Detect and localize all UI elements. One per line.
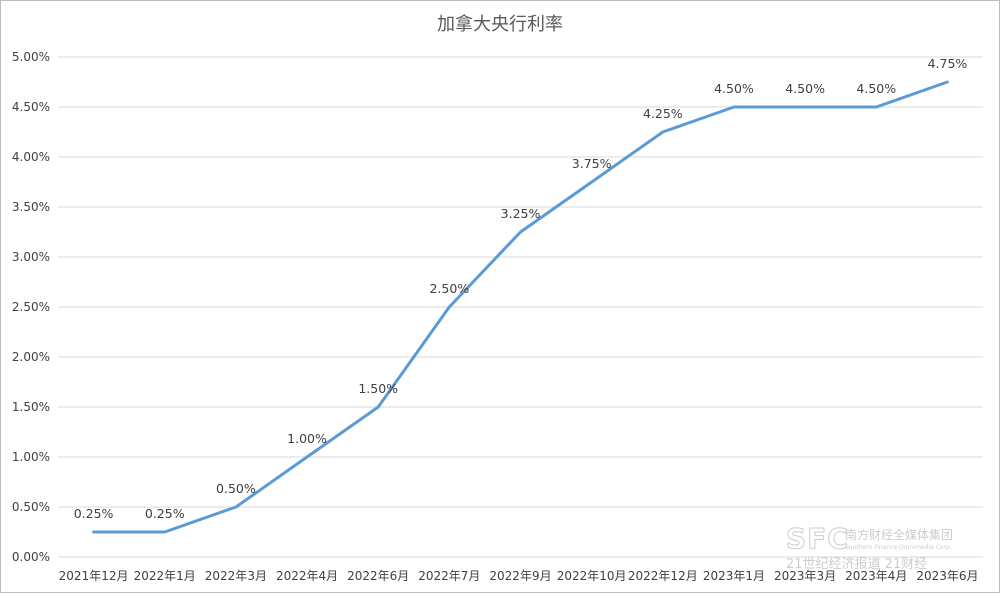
watermark: SFC 南方财经全媒体集团 Southern Finance Omnimedia… — [786, 522, 954, 573]
x-tick-label: 2022年1月 — [134, 569, 196, 583]
watermark-line2: Southern Finance Omnimedia Corp. — [845, 544, 952, 551]
x-tick-label: 2023年4月 — [845, 569, 907, 583]
y-tick-label: 5.00% — [12, 50, 50, 64]
y-tick-label: 3.00% — [12, 250, 50, 264]
y-tick-label: 4.50% — [12, 100, 50, 114]
x-tick-label: 2022年6月 — [347, 569, 409, 583]
y-tick-label: 0.50% — [12, 500, 50, 514]
data-label: 1.00% — [287, 431, 327, 446]
data-label: 4.75% — [928, 56, 968, 71]
chart-title: 加拿大央行利率 — [437, 13, 563, 35]
y-tick-label: 1.50% — [12, 400, 50, 414]
watermark-line3: 21世纪经济报道 21财经 — [786, 557, 927, 572]
y-tick-label: 0.00% — [12, 550, 50, 564]
data-label: 4.25% — [643, 106, 683, 121]
y-tick-label: 3.50% — [12, 200, 50, 214]
x-tick-label: 2022年3月 — [205, 569, 267, 583]
data-label: 4.50% — [714, 81, 754, 96]
data-labels: 0.25% 0.25% 0.50% 1.00% 1.50% 2.50% 3.25% 3.75%… — [74, 56, 968, 521]
y-tick-label: 1.00% — [12, 450, 50, 464]
y-tick-label: 4.00% — [12, 150, 50, 164]
gridlines — [58, 56, 983, 558]
x-tick-label: 2022年7月 — [418, 569, 480, 583]
x-tick-label: 2022年9月 — [489, 569, 551, 583]
x-tick-label: 2022年12月 — [628, 569, 698, 583]
data-label: 1.50% — [358, 381, 398, 396]
data-label: 3.75% — [572, 156, 612, 171]
x-tick-label: 2022年10月 — [557, 569, 627, 583]
x-tick-label: 2021年12月 — [59, 569, 129, 583]
data-label: 2.50% — [429, 281, 469, 296]
data-label: 3.25% — [501, 206, 541, 221]
y-tick-label: 2.50% — [12, 300, 50, 314]
x-tick-label: 2023年6月 — [916, 569, 978, 583]
data-label: 0.25% — [145, 506, 185, 521]
x-tick-label: 2023年1月 — [703, 569, 765, 583]
y-tick-label: 2.00% — [12, 350, 50, 364]
x-axis-ticks: 2021年12月 2022年1月 2022年3月 2022年4月 2022年6月 2022… — [59, 569, 979, 583]
x-tick-label: 2022年4月 — [276, 569, 338, 583]
series-line — [92, 80, 949, 534]
series-layer — [92, 80, 949, 534]
data-label: 4.50% — [785, 81, 825, 96]
data-label: 4.50% — [856, 81, 896, 96]
data-label: 0.25% — [74, 506, 114, 521]
x-tick-label: 2023年3月 — [774, 569, 836, 583]
y-axis-ticks: 0.00% 0.50% 1.00% 1.50% 2.00% 2.50% 3.00% 3.50%… — [12, 50, 50, 564]
watermark-logo: SFC — [786, 522, 849, 555]
data-label: 0.50% — [216, 481, 256, 496]
watermark-line1: 南方财经全媒体集团 — [845, 527, 953, 542]
